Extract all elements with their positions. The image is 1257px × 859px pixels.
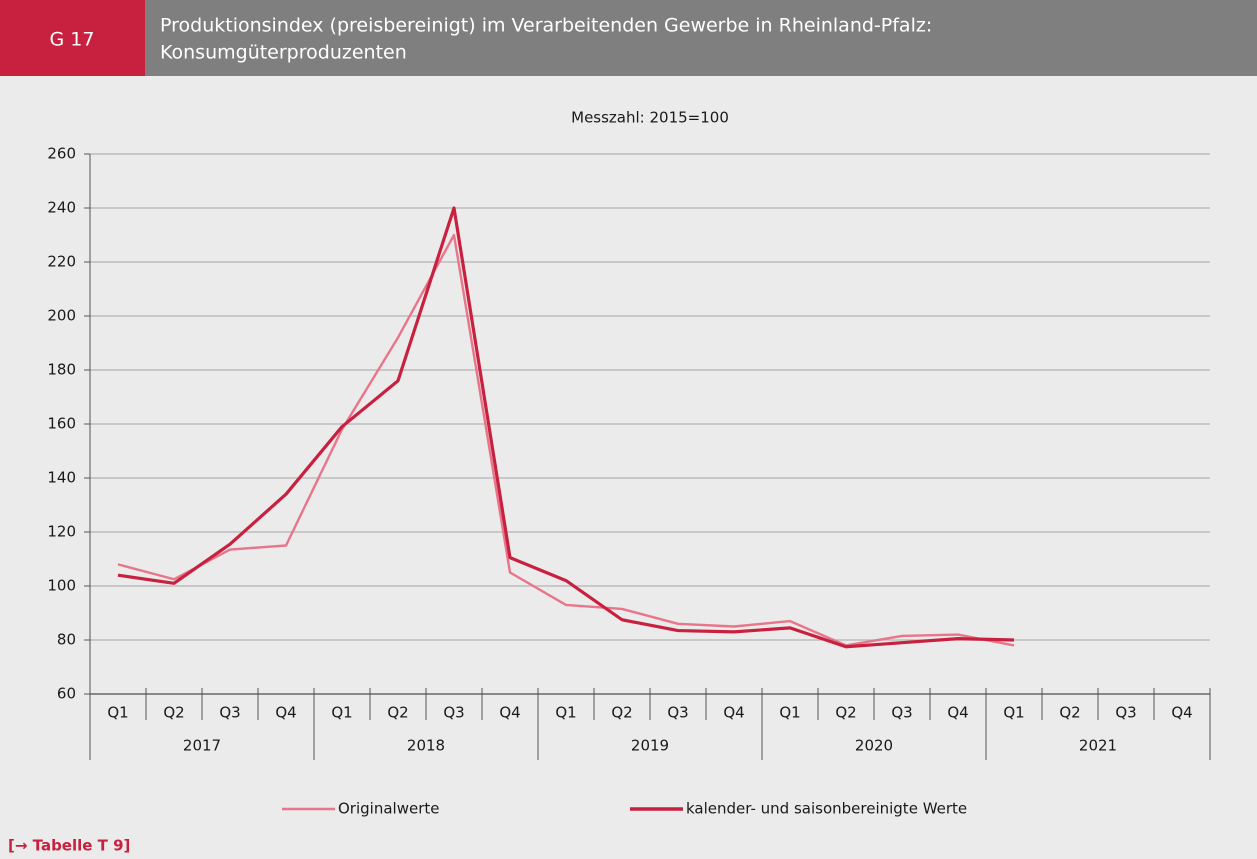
subtitle: Messzahl: 2015=100 [571,109,729,127]
x-tick-label: Q3 [1115,704,1136,722]
y-tick-label: 60 [57,685,76,703]
x-tick-label: Q4 [275,704,296,722]
header-band [0,0,1257,76]
x-tick-label: Q1 [107,704,128,722]
x-tick-label: Q4 [1171,704,1192,722]
x-group-label: 2017 [183,737,221,755]
x-group-label: 2021 [1079,737,1117,755]
x-tick-label: Q1 [331,704,352,722]
x-tick-label: Q3 [443,704,464,722]
x-tick-label: Q4 [499,704,520,722]
code-box [0,0,145,76]
y-tick-label: 80 [57,631,76,649]
x-tick-label: Q3 [219,704,240,722]
y-tick-label: 160 [47,415,76,433]
series-line [117,233,1015,647]
chart-title: Produktionsindex (preisbereinigt) im Ver… [160,15,932,37]
y-tick-label: 220 [47,253,76,271]
x-tick-label: Q3 [891,704,912,722]
x-tick-label: Q1 [1003,704,1024,722]
table-link[interactable]: [→ Tabelle T 9] [8,837,130,855]
x-tick-label: Q4 [723,704,744,722]
x-group-label: 2020 [855,737,893,755]
chart-title: Konsumgüterproduzenten [160,42,407,64]
legend-label: Originalwerte [338,800,439,818]
y-tick-label: 100 [47,577,76,595]
x-tick-label: Q2 [835,704,856,722]
y-tick-label: 140 [47,469,76,487]
x-tick-label: Q1 [779,704,800,722]
y-tick-label: 200 [47,307,76,325]
chart-code: G 17 [50,29,95,51]
x-group-label: 2019 [631,737,669,755]
x-tick-label: Q2 [163,704,184,722]
y-tick-label: 240 [47,199,76,217]
x-tick-label: Q3 [667,704,688,722]
x-tick-label: Q2 [1059,704,1080,722]
series-line [117,206,1015,649]
x-tick-label: Q2 [387,704,408,722]
x-tick-label: Q1 [555,704,576,722]
legend-label: kalender- und saisonbereinigte Werte [686,800,967,818]
x-group-label: 2018 [407,737,445,755]
y-tick-label: 120 [47,523,76,541]
y-tick-label: 260 [47,145,76,163]
y-tick-label: 180 [47,361,76,379]
x-tick-label: Q4 [947,704,968,722]
x-tick-label: Q2 [611,704,632,722]
